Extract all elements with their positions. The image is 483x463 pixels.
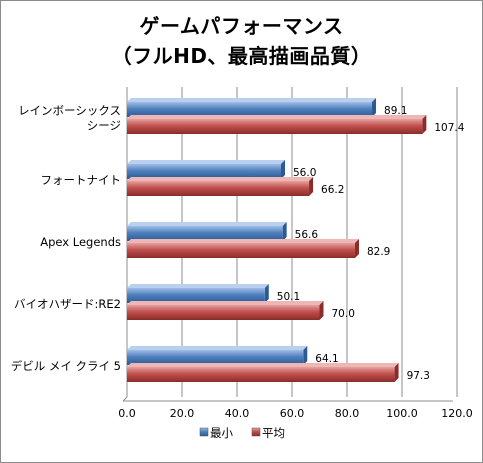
x-tick-label: 100.0 xyxy=(386,407,418,420)
bar-end-face xyxy=(394,363,399,382)
bar-top-face xyxy=(127,115,427,119)
x-tick-label: 0.0 xyxy=(118,407,136,420)
value-label: 82.9 xyxy=(367,246,390,258)
value-label: 56.6 xyxy=(295,229,319,241)
bar-top-face xyxy=(127,160,285,164)
bar-end-face xyxy=(303,346,308,365)
legend-swatch xyxy=(199,427,209,437)
legend-swatch xyxy=(251,427,261,437)
value-label: 50.1 xyxy=(277,291,300,303)
bar-avg xyxy=(127,367,395,382)
plot-area: 0.0 20.0 40.0 60.0 80.0 100.0 120.0 レインボーシックスシー… xyxy=(11,87,473,440)
value-label: 89.1 xyxy=(384,105,407,117)
chart-title-line1: ゲームパフォーマンス xyxy=(139,14,344,38)
category-label: シージ xyxy=(87,119,121,133)
value-label: 64.1 xyxy=(315,353,338,365)
chart-title-line2: （フルHD、最高描画品質） xyxy=(111,44,372,68)
bar-min xyxy=(127,102,373,117)
category-label: フォートナイト xyxy=(41,173,122,187)
bar-top-face xyxy=(127,222,287,226)
bar-end-face xyxy=(309,177,314,196)
bar-min xyxy=(127,350,304,365)
bar-top-face xyxy=(127,284,269,288)
legend-label: 平均 xyxy=(262,426,285,440)
axis-depth xyxy=(122,396,128,402)
bar-end-face xyxy=(319,301,324,320)
x-tick-label: 60.0 xyxy=(280,407,305,420)
category-label: デビル メイ クライ 5 xyxy=(11,359,121,373)
bar-min xyxy=(127,226,283,241)
bar-end-face xyxy=(422,115,427,134)
bar-top-face xyxy=(127,301,324,305)
bar-end-face xyxy=(372,98,377,117)
bar-top-face xyxy=(127,346,308,350)
category-label: レインボーシックス xyxy=(18,104,121,118)
x-tick-label: 20.0 xyxy=(170,407,195,420)
bar-end-face xyxy=(282,222,287,241)
x-tick-label: 40.0 xyxy=(225,407,250,420)
bar-min xyxy=(127,288,265,303)
bar-avg xyxy=(127,181,310,196)
value-label: 70.0 xyxy=(332,308,355,320)
category-label: バイオハザード:RE2 xyxy=(14,297,121,311)
value-label: 66.2 xyxy=(321,184,344,196)
bar-min xyxy=(127,164,281,179)
x-tick-label: 120.0 xyxy=(441,407,473,420)
bar-avg xyxy=(127,305,320,320)
value-label: 56.0 xyxy=(293,167,316,179)
bar-top-face xyxy=(127,239,359,243)
bar-top-face xyxy=(127,98,377,102)
bar-end-face xyxy=(264,284,269,303)
x-tick-label: 80.0 xyxy=(335,407,360,420)
category-label: Apex Legends xyxy=(40,235,121,249)
bar-top-face xyxy=(127,177,314,181)
bar-top-face xyxy=(127,363,399,367)
bar-end-face xyxy=(281,160,285,179)
value-label: 97.3 xyxy=(407,370,430,382)
legend-label: 最小 xyxy=(210,426,233,440)
bar-avg xyxy=(127,243,355,258)
bar-avg xyxy=(127,119,423,134)
bar-end-face xyxy=(354,239,359,258)
value-label: 107.4 xyxy=(434,122,464,134)
